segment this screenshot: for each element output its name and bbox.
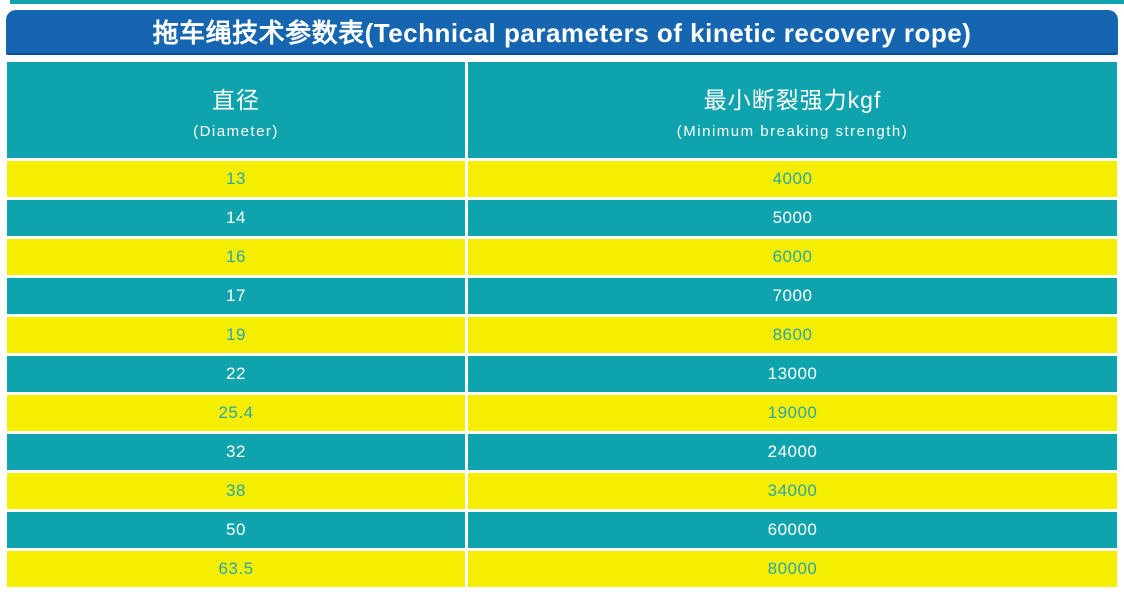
header-cell-strength: 最小断裂强力kgf (Minimum breaking strength): [468, 62, 1117, 158]
strength-value: 8600: [468, 317, 1117, 353]
table-row: 16 6000: [7, 239, 1117, 275]
diameter-value: 19: [7, 317, 465, 353]
table-row: 38 34000: [7, 473, 1117, 509]
table-row: 13 4000: [7, 161, 1117, 197]
table-row: 25.4 19000: [7, 395, 1117, 431]
strength-value: 60000: [468, 512, 1117, 548]
diameter-value: 38: [7, 473, 465, 509]
table-header-row: 直径 (Diameter) 最小断裂强力kgf (Minimum breakin…: [7, 62, 1117, 158]
parameters-table: 直径 (Diameter) 最小断裂强力kgf (Minimum breakin…: [7, 62, 1117, 587]
strength-value: 80000: [468, 551, 1117, 587]
header-strength-zh: 最小断裂强力kgf: [703, 86, 882, 113]
diameter-value: 22: [7, 356, 465, 392]
strength-value: 4000: [468, 161, 1117, 197]
table-row: 22 13000: [7, 356, 1117, 392]
strength-value: 7000: [468, 278, 1117, 314]
strength-value: 24000: [468, 434, 1117, 470]
strength-value: 34000: [468, 473, 1117, 509]
diameter-value: 17: [7, 278, 465, 314]
strength-value: 13000: [468, 356, 1117, 392]
table-row: 17 7000: [7, 278, 1117, 314]
strength-value: 6000: [468, 239, 1117, 275]
page-title: 拖车绳技术参数表(Technical parameters of kinetic…: [152, 18, 972, 48]
diameter-value: 63.5: [7, 551, 465, 587]
diameter-value: 14: [7, 200, 465, 236]
table-row: 14 5000: [7, 200, 1117, 236]
header-diameter-en: (Diameter): [193, 122, 279, 140]
table-row: 19 8600: [7, 317, 1117, 353]
top-border-line: [10, 0, 1124, 4]
header-cell-diameter: 直径 (Diameter): [7, 62, 465, 158]
table-row: 32 24000: [7, 434, 1117, 470]
table-row: 50 60000: [7, 512, 1117, 548]
table-title-bar: 拖车绳技术参数表(Technical parameters of kinetic…: [6, 10, 1118, 55]
header-strength-en: (Minimum breaking strength): [676, 122, 909, 140]
table-row: 63.5 80000: [7, 551, 1117, 587]
diameter-value: 25.4: [7, 395, 465, 431]
diameter-value: 16: [7, 239, 465, 275]
strength-value: 5000: [468, 200, 1117, 236]
diameter-value: 32: [7, 434, 465, 470]
table-body: 13 4000 14 5000 16 6000 17 7000 19 8600 22 13000 25.…: [7, 161, 1117, 587]
header-diameter-zh: 直径: [212, 86, 260, 113]
strength-value: 19000: [468, 395, 1117, 431]
diameter-value: 50: [7, 512, 465, 548]
diameter-value: 13: [7, 161, 465, 197]
